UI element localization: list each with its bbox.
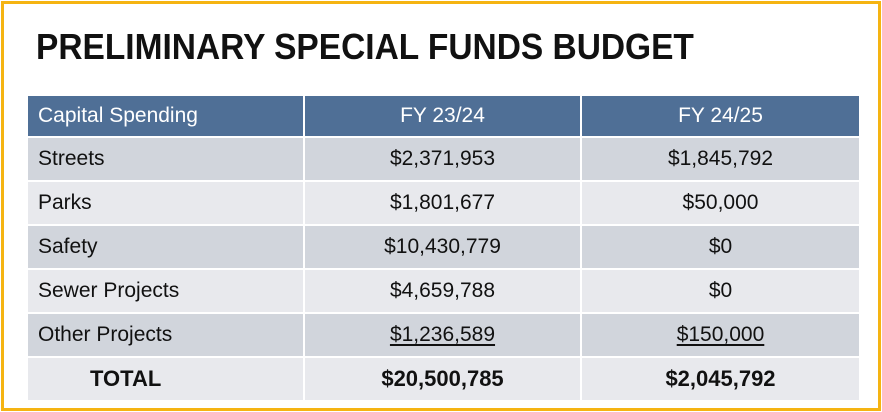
row-label: Safety: [28, 225, 305, 270]
row-value-fy-24-25: $1,845,792: [581, 137, 859, 182]
budget-table: Capital Spending FY 23/24 FY 24/25 Stree…: [28, 96, 859, 402]
row-label: Sewer Projects: [28, 269, 305, 314]
table-header-row: Capital Spending FY 23/24 FY 24/25: [28, 96, 859, 138]
row-value-fy-23-24: $1,801,677: [304, 181, 582, 226]
row-value-fy-24-25: $150,000: [581, 313, 859, 358]
underlined-value: $150,000: [676, 323, 765, 346]
total-value-fy-23-24: $20,500,785: [304, 357, 582, 402]
row-value-fy-24-25: $50,000: [581, 181, 859, 226]
table-row-streets: Streets $2,371,953 $1,845,792: [28, 137, 859, 182]
table-row-parks: Parks $1,801,677 $50,000: [28, 181, 859, 226]
table-row-sewer-projects: Sewer Projects $4,659,788 $0: [28, 269, 859, 314]
row-label: Streets: [28, 137, 305, 182]
row-value-fy-23-24: $10,430,779: [304, 225, 582, 270]
row-value-fy-24-25: $0: [581, 225, 859, 270]
row-value-fy-23-24: $2,371,953: [304, 137, 582, 182]
header-fy-23-24: FY 23/24: [304, 96, 582, 138]
table-row-other-projects: Other Projects $1,236,589 $150,000: [28, 313, 859, 358]
total-label: TOTAL: [28, 357, 305, 402]
total-value-fy-24-25: $2,045,792: [581, 357, 859, 402]
page-title: PRELIMINARY SPECIAL FUNDS BUDGET: [36, 26, 694, 67]
row-value-fy-23-24: $4,659,788: [304, 269, 582, 314]
row-label: Parks: [28, 181, 305, 226]
underlined-value: $1,236,589: [389, 323, 496, 346]
table-row-total: TOTAL $20,500,785 $2,045,792: [28, 357, 859, 402]
header-fy-24-25: FY 24/25: [581, 96, 859, 138]
row-value-fy-24-25: $0: [581, 269, 859, 314]
row-label: Other Projects: [28, 313, 305, 358]
table-row-safety: Safety $10,430,779 $0: [28, 225, 859, 270]
header-capital-spending: Capital Spending: [28, 96, 305, 138]
row-value-fy-23-24: $1,236,589: [304, 313, 582, 358]
